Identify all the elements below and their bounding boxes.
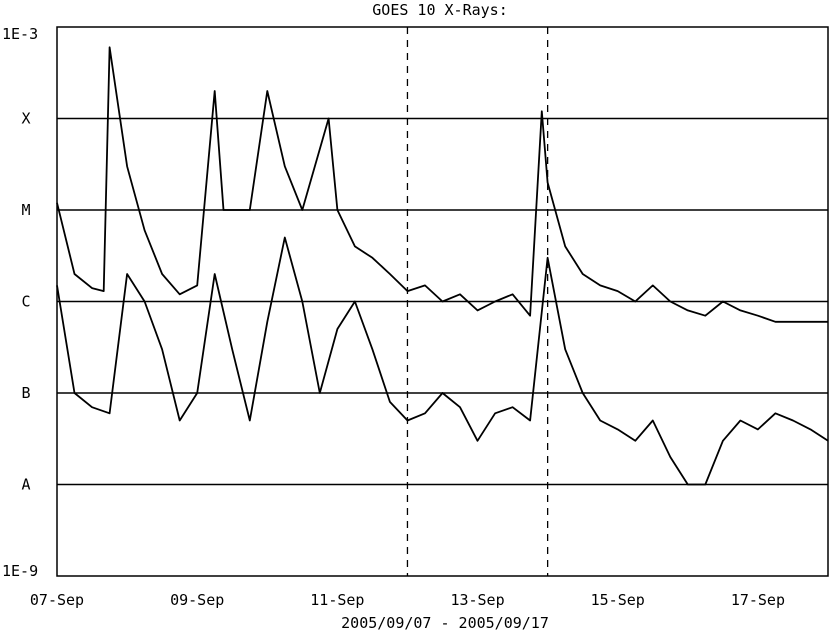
x-tick-label: 17-Sep [731, 591, 785, 609]
y-tick-label: B [21, 384, 30, 402]
y-tick-label: 1E-9 [2, 562, 38, 580]
series-line-2 [56, 236, 829, 486]
x-axis-labels: 07-Sep 09-Sep 11-Sep 13-Sep 15-Sep 17-Sep [30, 591, 785, 609]
series-line-1 [56, 46, 828, 323]
y-tick-label: M [21, 201, 30, 219]
x-tick-label: 09-Sep [170, 591, 224, 609]
x-tick-label: 15-Sep [591, 591, 645, 609]
y-tick-label: A [21, 476, 30, 494]
x-axis-label: 2005/09/07 - 2005/09/17 [341, 614, 549, 632]
y-tick-label: X [21, 110, 30, 128]
plot-frame [56, 26, 829, 577]
x-tick-label: 11-Sep [310, 591, 364, 609]
vertical-markers [406, 27, 549, 576]
y-tick-label: 1E-3 [2, 25, 38, 43]
x-tick-label: 07-Sep [30, 591, 84, 609]
chart-title: GOES 10 X-Rays: [372, 1, 507, 19]
data-series [56, 46, 829, 486]
y-axis-labels: 1E-3 X M C B A 1E-9 [2, 25, 38, 580]
x-tick-label: 13-Sep [450, 591, 504, 609]
y-tick-label: C [21, 293, 30, 311]
